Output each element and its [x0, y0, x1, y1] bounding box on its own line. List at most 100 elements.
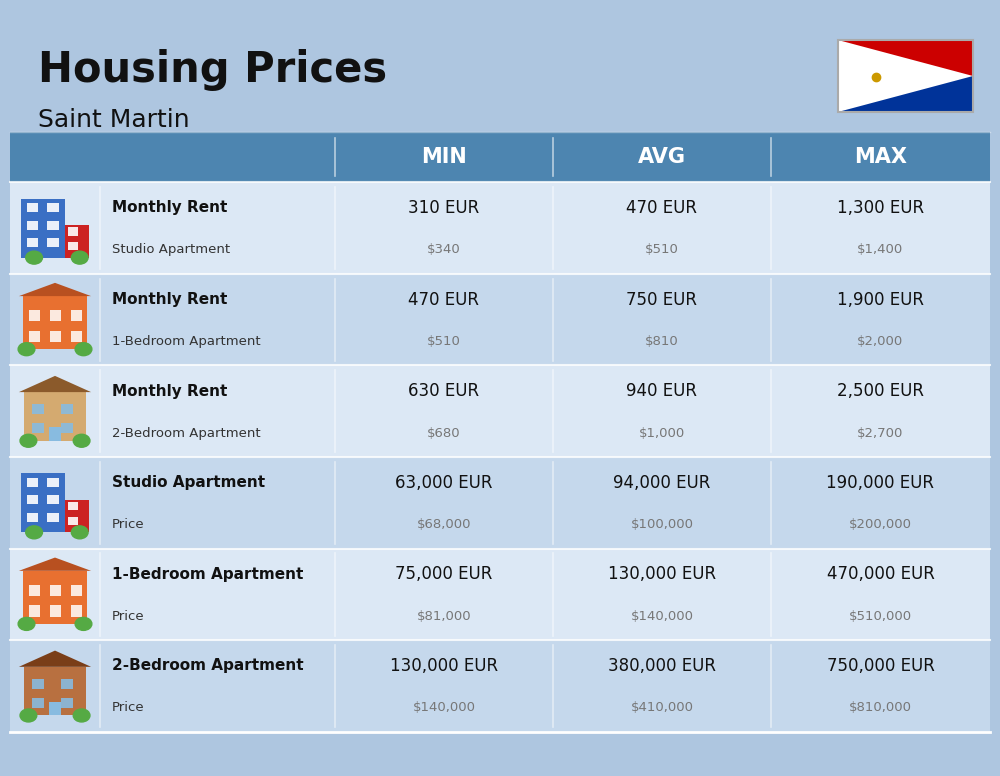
Circle shape	[75, 343, 92, 355]
Circle shape	[18, 618, 35, 630]
Bar	[68, 517, 78, 525]
Text: Housing Prices: Housing Prices	[38, 49, 387, 91]
Bar	[32, 423, 44, 433]
Circle shape	[20, 709, 37, 722]
Bar	[68, 242, 78, 250]
Circle shape	[26, 251, 42, 264]
Text: 130,000 EUR: 130,000 EUR	[608, 565, 716, 584]
Bar	[64, 500, 89, 532]
Text: $810: $810	[645, 335, 679, 348]
Bar	[49, 702, 61, 715]
Circle shape	[71, 526, 88, 539]
Text: Monthly Rent: Monthly Rent	[112, 200, 227, 216]
Bar	[71, 310, 82, 321]
Bar	[47, 513, 59, 522]
Polygon shape	[19, 376, 91, 392]
Bar	[10, 457, 990, 549]
Polygon shape	[19, 282, 91, 296]
Bar	[10, 132, 990, 182]
Bar	[24, 392, 86, 441]
Text: 380,000 EUR: 380,000 EUR	[608, 656, 716, 675]
Bar	[50, 310, 61, 321]
Text: Monthly Rent: Monthly Rent	[112, 292, 227, 307]
Circle shape	[71, 251, 88, 264]
Bar	[838, 40, 973, 112]
Bar	[49, 428, 61, 441]
Text: 470,000 EUR: 470,000 EUR	[827, 565, 934, 584]
Text: $410,000: $410,000	[630, 702, 693, 714]
Text: $2,000: $2,000	[857, 335, 904, 348]
Text: 2-Bedroom Apartment: 2-Bedroom Apartment	[112, 658, 304, 674]
Text: $510: $510	[645, 244, 679, 256]
Circle shape	[73, 709, 90, 722]
Bar	[32, 698, 44, 708]
Bar	[29, 331, 40, 341]
Text: $81,000: $81,000	[417, 610, 471, 622]
Text: Studio Apartment: Studio Apartment	[112, 475, 265, 490]
Bar	[24, 667, 86, 715]
Bar	[61, 698, 73, 708]
Text: $510,000: $510,000	[849, 610, 912, 622]
Bar	[21, 199, 64, 258]
Bar	[71, 605, 82, 616]
Bar	[61, 678, 73, 689]
Bar	[838, 40, 973, 112]
Text: $68,000: $68,000	[417, 518, 471, 531]
Bar	[68, 227, 78, 236]
Bar	[10, 182, 990, 274]
Text: $1,400: $1,400	[857, 244, 904, 256]
Text: Saint Martin: Saint Martin	[38, 109, 190, 132]
Text: MIN: MIN	[421, 147, 467, 167]
Circle shape	[75, 618, 92, 630]
Text: 750 EUR: 750 EUR	[626, 290, 697, 309]
Text: Price: Price	[112, 518, 145, 531]
Bar	[50, 584, 61, 596]
Bar	[21, 473, 64, 532]
Text: $1,000: $1,000	[639, 427, 685, 439]
Bar	[10, 640, 990, 732]
Text: 1,300 EUR: 1,300 EUR	[837, 199, 924, 217]
Bar	[68, 502, 78, 511]
Bar	[47, 203, 59, 212]
Text: AVG: AVG	[638, 147, 686, 167]
Bar	[10, 365, 990, 457]
Text: MAX: MAX	[854, 147, 907, 167]
Polygon shape	[838, 40, 973, 76]
Bar	[23, 571, 87, 624]
Bar	[27, 513, 38, 522]
Text: $340: $340	[427, 244, 461, 256]
Bar	[27, 220, 38, 230]
Text: 750,000 EUR: 750,000 EUR	[827, 656, 934, 675]
Text: 190,000 EUR: 190,000 EUR	[826, 473, 934, 492]
Text: 470 EUR: 470 EUR	[408, 290, 479, 309]
Circle shape	[20, 435, 37, 447]
Circle shape	[18, 343, 35, 355]
Text: 2,500 EUR: 2,500 EUR	[837, 382, 924, 400]
Text: 1,900 EUR: 1,900 EUR	[837, 290, 924, 309]
Circle shape	[26, 526, 42, 539]
Bar	[23, 296, 87, 349]
Text: 1-Bedroom Apartment: 1-Bedroom Apartment	[112, 335, 261, 348]
Text: 630 EUR: 630 EUR	[408, 382, 480, 400]
Text: 2-Bedroom Apartment: 2-Bedroom Apartment	[112, 427, 261, 439]
Polygon shape	[19, 650, 91, 667]
Bar	[10, 549, 990, 640]
Bar	[27, 478, 38, 487]
Bar	[47, 478, 59, 487]
Text: $140,000: $140,000	[630, 610, 693, 622]
Text: 940 EUR: 940 EUR	[626, 382, 697, 400]
Text: 75,000 EUR: 75,000 EUR	[395, 565, 493, 584]
Text: $200,000: $200,000	[849, 518, 912, 531]
Bar	[29, 310, 40, 321]
Bar	[61, 423, 73, 433]
Polygon shape	[838, 40, 908, 112]
Bar	[71, 331, 82, 341]
Bar	[27, 495, 38, 504]
Polygon shape	[19, 557, 91, 571]
Bar	[50, 331, 61, 341]
Bar	[32, 404, 44, 414]
Bar	[47, 495, 59, 504]
Text: Price: Price	[112, 702, 145, 714]
Bar	[10, 274, 990, 365]
Bar	[29, 584, 40, 596]
